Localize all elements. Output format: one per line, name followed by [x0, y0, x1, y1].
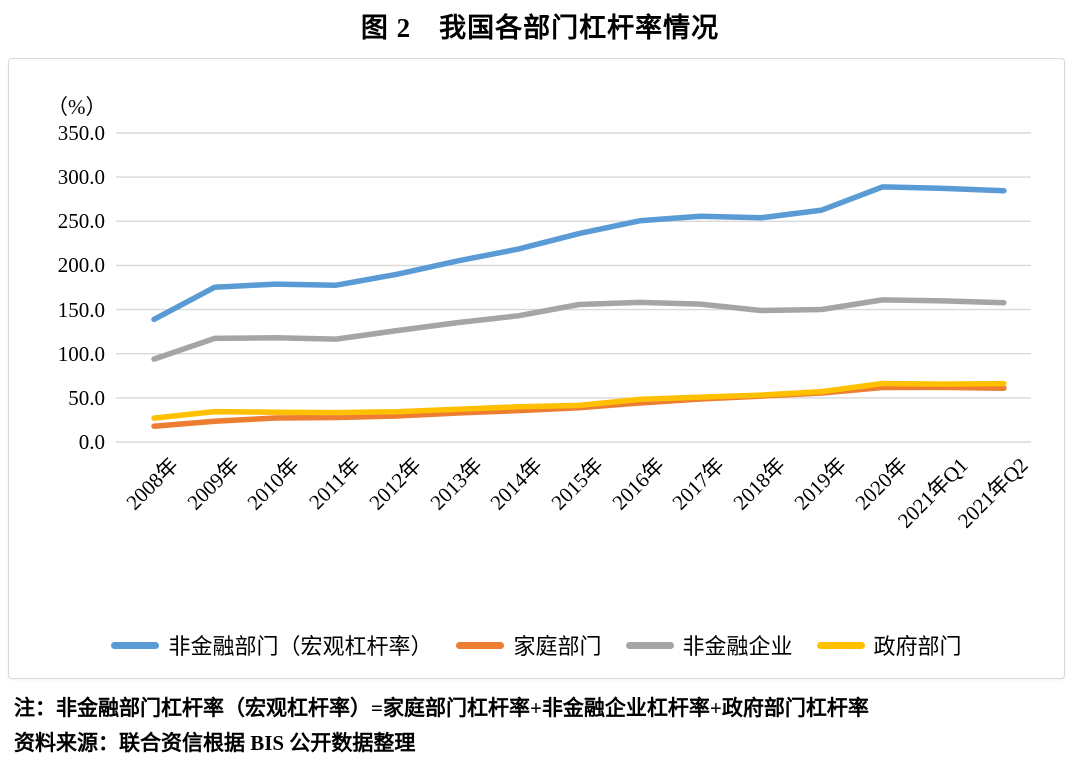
y-tick-label: 50.0 [68, 385, 105, 410]
chart-canvas [116, 132, 1031, 443]
legend-label: 非金融部门（宏观杠杆率） [168, 634, 433, 659]
note-source: 资料来源：联合资信根据 BIS 公开数据整理 [14, 731, 416, 755]
legend-line-icon [111, 641, 160, 649]
y-tick-label: 300.0 [57, 165, 105, 190]
legend-line-icon [456, 641, 505, 649]
y-tick-label: 0.0 [78, 430, 105, 454]
series-line-0 [151, 184, 1007, 323]
legend: 非金融部门（宏观杠杆率） 家庭部门 非金融企业 政府部门 [9, 629, 1064, 661]
legend-item-3: 政府部门 [816, 629, 962, 661]
y-tick-label: 350.0 [57, 121, 105, 145]
legend-label: 非金融企业 [682, 634, 793, 659]
legend-item-0: 非金融部门（宏观杠杆率） [111, 629, 432, 661]
y-tick-label: 100.0 [57, 341, 105, 366]
legend-label: 政府部门 [873, 634, 962, 659]
legend-label: 家庭部门 [513, 634, 602, 659]
series-line-2 [151, 297, 1007, 362]
page-title: 图 2 我国各部门杠杆率情况 [360, 13, 720, 43]
legend-item-1: 家庭部门 [456, 629, 602, 661]
legend-line-icon [625, 641, 674, 649]
y-tick-label: 200.0 [57, 253, 105, 278]
chart-panel: （%） 350.0 300.0 250.0 200.0 150.0 100.0 50.0 0.… [8, 58, 1065, 679]
legend-line-icon [816, 641, 865, 649]
y-tick-label: 250.0 [57, 209, 105, 234]
legend-item-2: 非金融企业 [625, 629, 793, 661]
y-axis-unit-label: （%） [47, 95, 107, 119]
series-line-3 [151, 380, 1007, 421]
y-tick-label: 150.0 [57, 297, 105, 322]
note-formula: 注：非金融部门杠杆率（宏观杠杆率）=家庭部门杠杆率+非金融企业杠杆率+政府部门杠… [14, 696, 869, 720]
